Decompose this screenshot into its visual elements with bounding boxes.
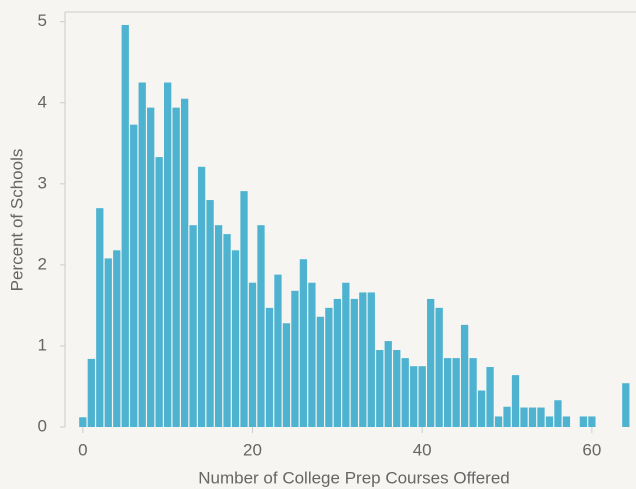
bar [342,282,350,427]
bar [537,407,545,427]
bar [231,250,240,427]
x-tick-label: 60 [582,440,601,459]
bar [130,124,138,427]
bar [214,225,223,427]
bar [316,316,325,427]
y-tick-label: 4 [38,92,47,111]
bar [562,416,571,427]
bar [350,298,358,427]
y-axis-label: Percent of Schools [7,149,26,292]
bar [545,416,554,427]
bar [240,191,248,427]
x-tick-label: 20 [243,440,262,459]
bar [155,157,163,427]
bar [376,349,384,427]
bar [477,390,486,427]
bar [393,349,401,427]
bar [257,225,265,427]
bar [180,98,189,427]
bar [520,407,528,427]
bar [291,290,299,427]
bar [206,200,214,427]
bar [444,358,452,427]
bar [486,367,494,427]
bar [452,358,460,427]
bar [460,324,469,427]
bar [528,407,537,427]
x-tick-label: 40 [413,440,432,459]
bar [554,400,562,427]
y-tick-label: 1 [38,335,47,354]
bar [299,259,308,427]
y-tick-label: 0 [38,416,47,435]
bar [104,258,112,427]
bar [503,406,511,427]
bar [189,225,197,427]
bar [282,323,291,427]
x-tick-label: 0 [78,440,87,459]
bar [197,166,206,427]
bar [87,358,95,427]
bar [359,292,367,427]
bar [435,307,443,427]
bar [469,358,477,427]
bar [308,282,316,427]
bar [494,416,503,427]
bar [325,307,333,427]
bar [579,416,588,427]
bar [588,416,596,427]
x-axis-label: Number of College Prep Courses Offered [198,468,510,487]
bar [79,417,87,427]
bar [113,250,121,427]
bar [265,307,274,427]
bar [333,298,341,427]
bar [147,107,155,427]
bar [622,383,630,427]
bar [511,375,520,427]
bar [410,366,418,427]
y-tick-label: 2 [38,254,47,273]
bar [401,358,409,427]
bar [172,107,180,427]
bar [164,82,172,427]
bar [96,208,104,427]
bar [138,82,146,427]
y-tick-label: 5 [38,11,47,30]
bar [427,298,435,427]
bar [121,24,129,427]
bar [367,292,375,427]
bar [248,282,257,427]
bar [418,366,426,427]
bar [223,234,231,427]
bar [384,341,392,427]
bar [274,274,282,427]
y-tick-label: 3 [38,173,47,192]
